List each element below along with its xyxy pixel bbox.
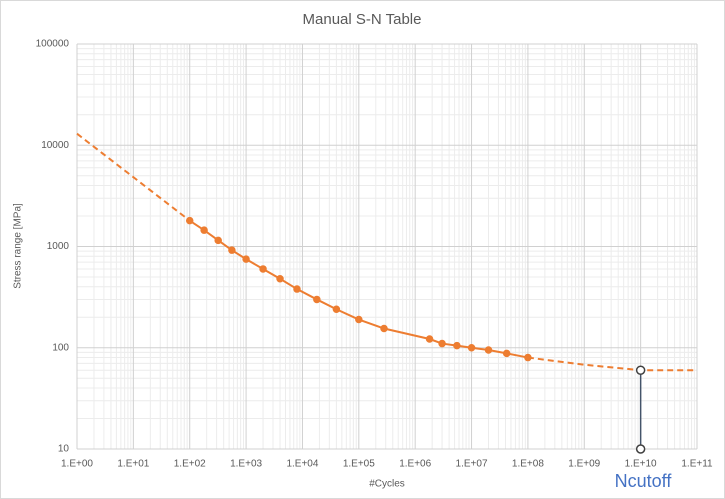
data-point [259,265,267,273]
data-point [293,285,301,293]
x-tick-label: 1.E+00 [61,459,93,470]
y-axis-title: Stress range [MPa] [13,203,24,289]
x-tick-label: 1.E+03 [230,459,262,470]
data-point [635,365,646,375]
data-point [313,295,321,304]
x-tick-label: 1.E+05 [343,459,375,470]
data-point [242,255,250,263]
data-point [635,444,646,454]
data-point [200,226,208,234]
x-axis-title: #Cycles [369,479,405,490]
x-tick-label: 1.E+11 [681,459,713,470]
y-tick-label: 1000 [47,241,70,252]
x-tick-label: 1.E+09 [568,459,600,470]
data-point [484,346,493,354]
y-tick-label: 10 [58,444,70,455]
y-tick-label: 10000 [41,140,69,151]
data-point [380,324,388,333]
x-tick-label: 1.E+02 [174,459,206,470]
data-point [276,275,284,283]
data-point [214,236,222,245]
x-tick-label: 1.E+07 [456,459,488,470]
data-point [185,216,194,225]
data-point [502,349,511,358]
data-point [425,335,434,343]
x-tick-label: 1.E+04 [286,459,318,470]
series-line [76,132,191,222]
chart-title: Manual S-N Table [303,11,422,28]
series-line [527,356,697,372]
data-point [228,246,236,254]
x-tick-label: 1.E+08 [512,459,544,470]
data-point [467,344,476,352]
data-point [453,341,461,350]
x-tick-label: 1.E+01 [117,459,149,470]
x-tick-label: 1.E+10 [625,459,657,470]
annotation: Ncutoff [615,471,673,491]
data-point [332,305,341,314]
data-point [355,315,363,324]
y-tick-label: 100000 [36,39,70,50]
x-tick-label: 1.E+06 [399,459,431,470]
y-tick-label: 100 [52,342,69,353]
data-point [438,339,446,348]
